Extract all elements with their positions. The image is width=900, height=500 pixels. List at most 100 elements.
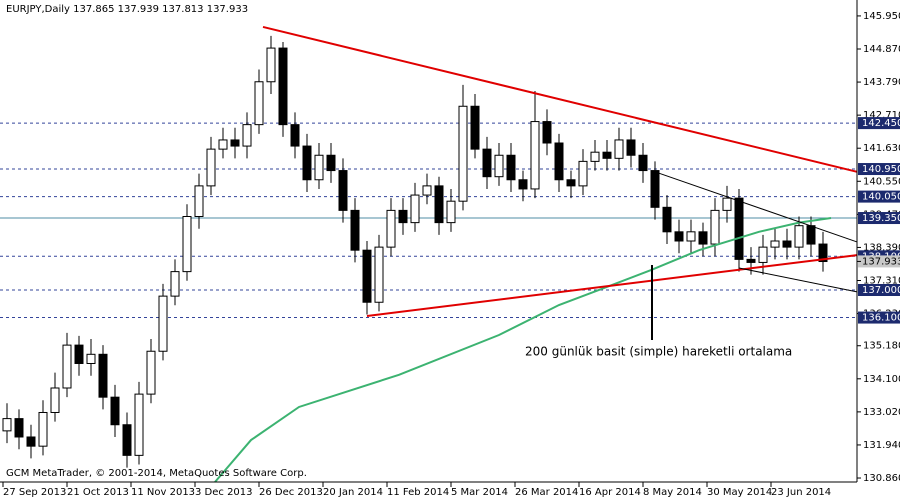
candle-body xyxy=(818,243,828,263)
y-tick-label: 130.860 xyxy=(863,473,900,484)
y-tick-label: 142.710 xyxy=(863,110,900,121)
candle-body xyxy=(518,179,528,190)
level-label-box xyxy=(858,190,900,203)
candle-body xyxy=(266,47,276,83)
candle-body xyxy=(530,121,540,190)
level-label: 142.450 xyxy=(862,118,900,129)
x-tick-label: 5 Mar 2014 xyxy=(451,487,508,498)
level-label-box xyxy=(858,311,900,324)
candle-body xyxy=(350,209,360,251)
candle-body xyxy=(182,216,192,273)
level-label-box xyxy=(858,212,900,225)
level-label: 139.350 xyxy=(862,213,900,224)
candle-body xyxy=(458,105,468,202)
candle-body xyxy=(26,436,36,447)
x-tick-label: 21 Oct 2013 xyxy=(67,487,129,498)
candle-body xyxy=(374,246,384,303)
candle-body xyxy=(134,393,144,456)
candle-body xyxy=(410,194,420,224)
candle-body xyxy=(746,258,756,263)
candle-body xyxy=(122,424,132,456)
overlay-layer xyxy=(214,25,858,483)
candle-body xyxy=(398,209,408,224)
x-tick-label: 26 Dec 2013 xyxy=(259,487,323,498)
candle-body xyxy=(614,139,624,159)
candle-body xyxy=(650,170,660,208)
x-tick-label: 27 Sep 2013 xyxy=(3,487,66,498)
y-tick-label: 133.020 xyxy=(863,407,900,418)
trend-line xyxy=(738,267,858,293)
chart-title: EURJPY,Daily 137.865 137.939 137.813 137… xyxy=(6,4,248,15)
level-label: 140.950 xyxy=(862,164,900,175)
candle-body xyxy=(710,209,720,245)
candle-body xyxy=(782,240,792,248)
x-tick-label: 26 Mar 2014 xyxy=(515,487,578,498)
candle-body xyxy=(302,145,312,181)
candle-body xyxy=(98,353,108,398)
candle-body xyxy=(278,47,288,126)
x-tick-label: 30 May 2014 xyxy=(707,487,772,498)
candle-body xyxy=(110,396,120,426)
annotation: 200 günlük basit (simple) hareketli orta… xyxy=(525,345,792,359)
y-tick-label: 140.550 xyxy=(863,176,900,187)
x-tick-label: 23 Jun 2014 xyxy=(771,487,831,498)
candle-body xyxy=(698,231,708,245)
trend-line xyxy=(214,217,832,483)
last-price-label: 137.933 xyxy=(862,256,900,267)
candle-body xyxy=(434,185,444,224)
trend-line xyxy=(654,171,858,243)
candle-body xyxy=(230,139,240,147)
level-label-box xyxy=(858,163,900,176)
grid-layer xyxy=(0,122,857,319)
x-tick-label: 8 May 2014 xyxy=(643,487,702,498)
candle-body xyxy=(362,249,372,303)
y-tick-label: 131.940 xyxy=(863,440,900,451)
candle-body xyxy=(290,124,300,147)
candle-body xyxy=(770,240,780,248)
candle-body xyxy=(170,271,180,297)
candle-body xyxy=(758,246,768,263)
candle-body xyxy=(326,154,336,172)
candle-body xyxy=(62,344,72,389)
candle-body xyxy=(626,139,636,156)
last-price-box xyxy=(858,255,900,268)
y-tick-label: 141.630 xyxy=(863,143,900,154)
candle-body xyxy=(2,418,12,432)
y-tick-label: 138.390 xyxy=(863,242,900,253)
candle-body xyxy=(254,81,264,126)
y-tick-label: 145.950 xyxy=(863,11,900,22)
candle-body xyxy=(554,142,564,181)
y-tick-label: 143.790 xyxy=(863,77,900,88)
candle-body xyxy=(542,121,552,144)
y-tick-label: 134.100 xyxy=(863,374,900,385)
candle-body xyxy=(674,231,684,242)
candle-body xyxy=(806,225,816,245)
trend-line xyxy=(366,254,858,318)
candle-body xyxy=(446,200,456,224)
candle-body xyxy=(50,387,60,413)
candle-body xyxy=(386,209,396,248)
candle-body xyxy=(314,154,324,181)
candle-body xyxy=(242,124,252,147)
candle-body xyxy=(602,151,612,159)
candle-body xyxy=(338,170,348,211)
candle-body xyxy=(146,350,156,395)
candle-body xyxy=(482,148,492,178)
level-label: 136.100 xyxy=(862,313,900,324)
level-label-box xyxy=(858,117,900,130)
candle-body xyxy=(638,154,648,172)
trend-line xyxy=(262,25,858,173)
x-tick-label: 16 Apr 2014 xyxy=(579,487,641,498)
candle-body xyxy=(590,151,600,162)
candle-body xyxy=(74,344,84,364)
candle-body xyxy=(506,154,516,181)
y-tick-label: 135.180 xyxy=(863,341,900,352)
candle-body xyxy=(194,185,204,218)
x-tick-label: 3 Dec 2013 xyxy=(195,487,253,498)
candle-body xyxy=(494,154,504,178)
candle-body xyxy=(206,148,216,187)
candle-body xyxy=(218,139,228,150)
y-tick-label: 137.310 xyxy=(863,276,900,287)
x-tick-label: 20 Jan 2014 xyxy=(323,487,383,498)
